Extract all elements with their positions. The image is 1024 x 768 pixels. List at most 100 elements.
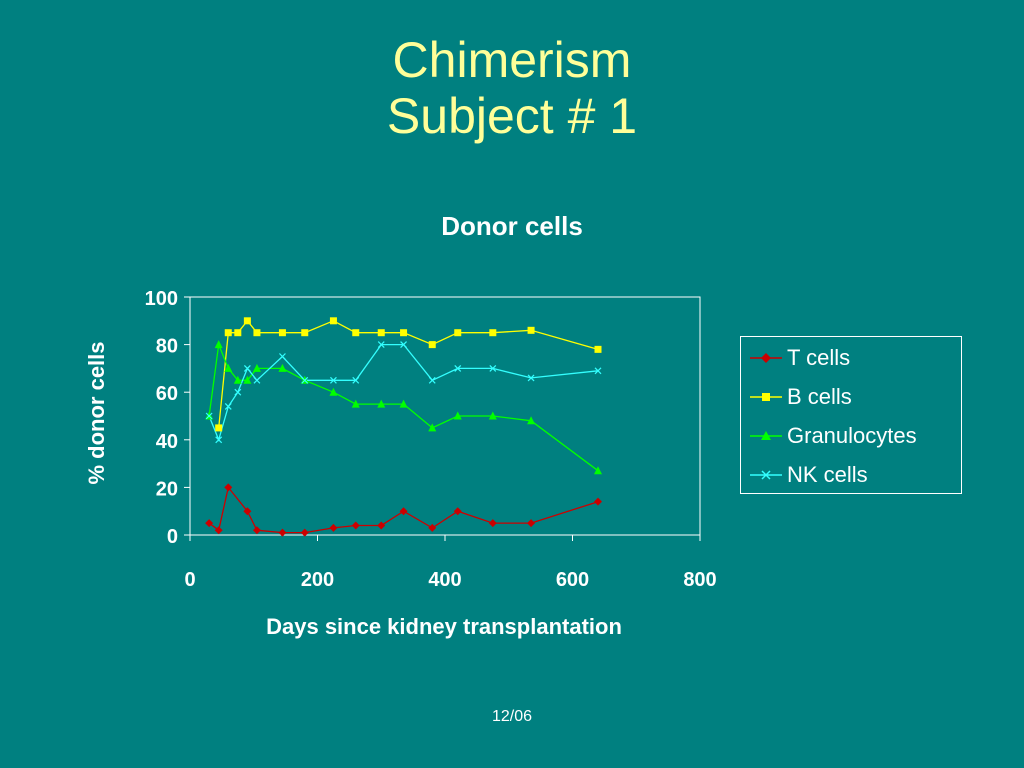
data-point-nk-cells (224, 403, 232, 410)
legend-item-b-cells: B cells (749, 382, 852, 412)
y-tick-label: 60 (156, 383, 178, 405)
data-point-granulocytes (377, 399, 386, 408)
y-tick-label: 40 (156, 431, 178, 453)
data-point-t-cells (243, 507, 252, 516)
data-point-b-cells (594, 345, 602, 353)
slide-footer-date: 12/06 (491, 708, 533, 725)
legend-label-nk-cells: NK cells (787, 462, 868, 487)
data-point-t-cells (252, 526, 261, 535)
data-point-nk-cells (205, 412, 213, 420)
data-point-stroke (400, 341, 407, 349)
data-point-granulocytes (527, 416, 536, 425)
chart-legend: T cells B cells Granulocytes NK cells (740, 336, 962, 494)
data-point-stroke (377, 341, 385, 349)
data-point-nk-cells (352, 376, 360, 384)
data-point-granulocytes (428, 423, 437, 432)
legend-label-t-cells: T cells (787, 345, 851, 370)
data-point-granulocytes (252, 363, 261, 372)
data-point-nk-cells (594, 367, 602, 375)
x-axis-label: Days since kidney transplantation (266, 614, 622, 639)
data-point-nk-cells (279, 353, 286, 360)
x-tick-label: 200 (301, 569, 334, 591)
y-tick-label: 100 (145, 288, 178, 310)
legend-item-t-cells: T cells (749, 343, 850, 373)
data-point-nk-cells (253, 376, 261, 384)
series-line-b-cells (218, 319, 599, 428)
data-point-stroke (594, 367, 602, 375)
data-point-t-cells (300, 528, 309, 537)
x-tick-label: 800 (683, 569, 716, 591)
data-point-b-cells (215, 424, 223, 432)
data-point-granulocytes (224, 363, 233, 372)
legend-item-nk-cells: NK cells (749, 460, 868, 490)
data-point-nk-cells (454, 364, 462, 372)
x-tick-label: 400 (428, 569, 461, 591)
data-point-t-cells (453, 507, 462, 516)
data-point-stroke (224, 403, 232, 410)
data-point-granulocytes (594, 466, 602, 475)
data-point-stroke (527, 374, 535, 382)
data-point-t-cells (488, 519, 497, 528)
legend-swatch-nk-cells (750, 470, 782, 480)
data-point-t-cells (214, 526, 223, 535)
data-point-b-cells (527, 326, 535, 334)
data-point-b-cells (329, 317, 337, 325)
slide-title: Chimerism Subject # 1 (0, 32, 1024, 144)
data-point-t-cells (527, 519, 536, 528)
data-point-granulocytes (233, 375, 242, 384)
data-point-b-cells (489, 329, 497, 337)
data-point-t-cells (399, 507, 408, 516)
data-point-granulocytes (399, 399, 408, 408)
data-point-t-cells (594, 497, 602, 506)
data-point-nk-cells (243, 364, 251, 372)
data-point-t-cells (351, 521, 360, 530)
data-point-granulocytes (488, 411, 497, 420)
data-point-stroke (234, 388, 242, 396)
legend-swatch-t-cells (750, 353, 782, 363)
data-point-b-cells (253, 329, 261, 337)
data-point-t-cells (428, 523, 437, 532)
legend-swatch-b-cells (750, 393, 782, 401)
y-tick-label: 20 (156, 478, 178, 500)
y-axis-label: % donor cells (84, 341, 109, 484)
data-point-granulocytes (329, 387, 338, 396)
data-point-t-cells (278, 528, 287, 537)
data-point-b-cells (224, 329, 232, 337)
x-tick-label: 0 (184, 569, 195, 591)
data-point-b-cells (377, 329, 385, 337)
data-point-b-cells (352, 329, 360, 337)
data-point-stroke (330, 376, 337, 384)
data-point-b-cells (278, 329, 286, 337)
legend-swatch-granulocytes (750, 431, 782, 440)
data-point-granulocytes (351, 399, 360, 408)
data-point-granulocytes (453, 411, 462, 420)
legend-item-granulocytes: Granulocytes (749, 421, 917, 451)
slide-title-line1: Chimerism (392, 32, 632, 88)
data-point-nk-cells (377, 341, 385, 349)
data-point-t-cells (329, 523, 338, 532)
data-point-nk-cells (428, 376, 436, 384)
x-tick-label: 600 (556, 569, 589, 591)
data-point-nk-cells (330, 376, 337, 384)
data-point-b-cells (301, 329, 309, 337)
data-point-nk-cells (527, 374, 535, 382)
data-point-b-cells (428, 341, 436, 349)
chart-title: Donor cells (441, 211, 583, 241)
data-point-nk-cells (234, 388, 242, 396)
data-point-nk-cells (215, 436, 223, 444)
data-point-granulocytes (243, 375, 252, 384)
series-line-granulocytes (208, 342, 599, 472)
legend-label-granulocytes: Granulocytes (787, 423, 917, 448)
data-point-b-cells (400, 329, 408, 337)
data-point-stroke (352, 376, 360, 384)
data-point-stroke (428, 376, 436, 384)
data-point-stroke (205, 412, 213, 420)
data-point-stroke (301, 376, 309, 384)
data-point-stroke (489, 364, 497, 372)
legend-label-b-cells: B cells (787, 384, 852, 409)
data-point-stroke (243, 364, 251, 372)
data-point-stroke (215, 436, 223, 444)
series-line-nk-cells (208, 343, 599, 442)
data-point-b-cells (243, 317, 251, 325)
